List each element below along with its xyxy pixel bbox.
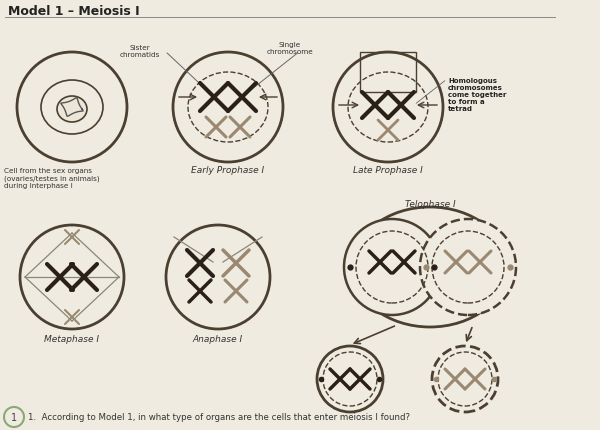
Circle shape [432, 346, 498, 412]
Circle shape [317, 346, 383, 412]
Text: Late Prophase I: Late Prophase I [353, 166, 423, 175]
Text: Sister
chromatids: Sister chromatids [120, 45, 160, 58]
Text: 1: 1 [11, 412, 17, 422]
Circle shape [344, 219, 440, 315]
Text: Cell from the sex organs
(ovaries/testes in animals)
during Interphase I: Cell from the sex organs (ovaries/testes… [4, 168, 100, 188]
Circle shape [420, 219, 516, 315]
Text: Telophase I: Telophase I [404, 200, 455, 209]
Text: Homologous
chromosomes
come together
to form a
tetrad: Homologous chromosomes come together to … [448, 78, 506, 112]
Ellipse shape [57, 97, 87, 123]
Text: 1.  According to Model 1, in what type of organs are the cells that enter meiosi: 1. According to Model 1, in what type of… [28, 412, 410, 421]
Ellipse shape [353, 208, 508, 327]
Text: Anaphase I: Anaphase I [193, 334, 243, 343]
Text: Model 1 – Meiosis I: Model 1 – Meiosis I [8, 5, 140, 18]
Text: Single
chromosome: Single chromosome [266, 42, 313, 55]
Text: Metaphase I: Metaphase I [44, 334, 100, 343]
Text: Early Prophase I: Early Prophase I [191, 166, 265, 175]
